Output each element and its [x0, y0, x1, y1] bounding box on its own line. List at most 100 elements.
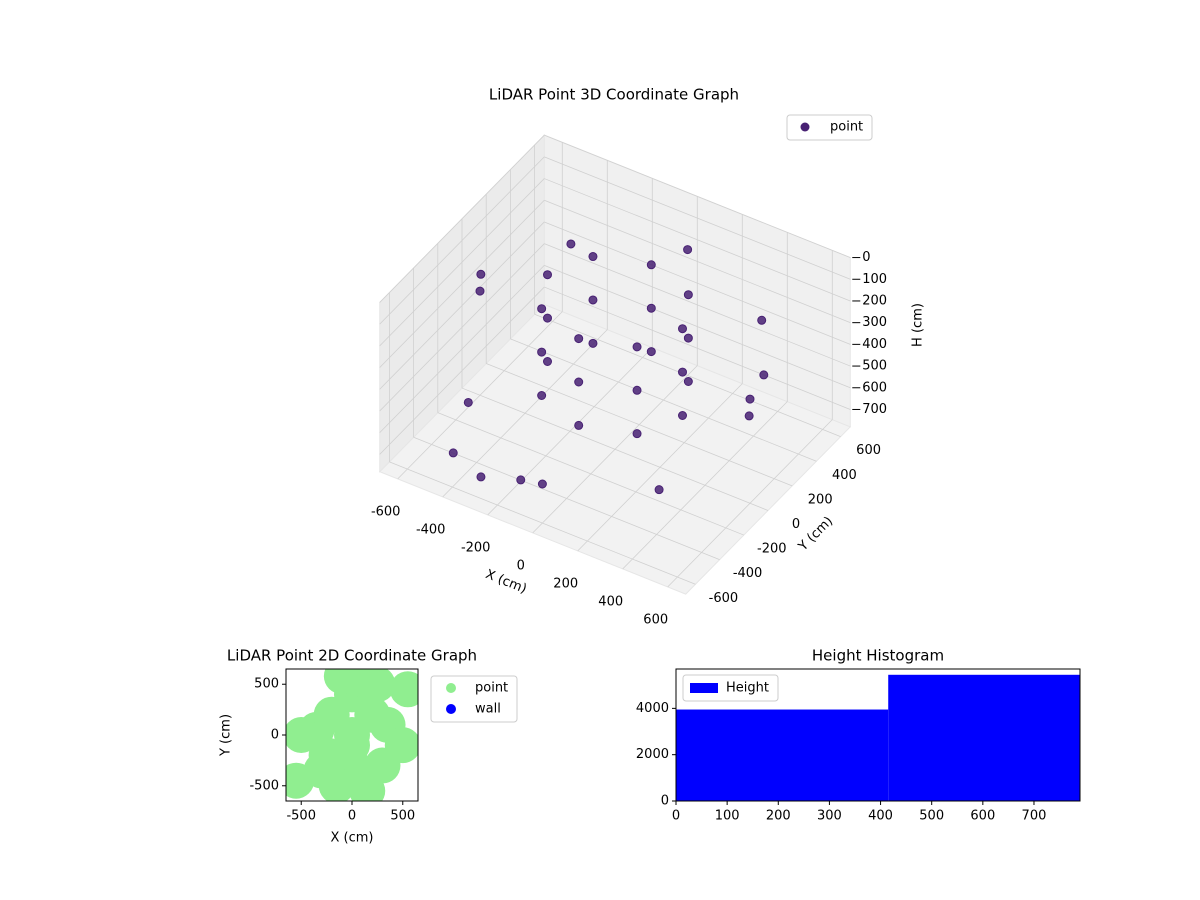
- z-tick-label: 300: [862, 315, 887, 330]
- point: [389, 671, 418, 708]
- legend-label: wall: [475, 702, 501, 717]
- plot-area: [286, 669, 418, 801]
- chart-title: LiDAR Point 2D Coordinate Graph: [227, 647, 477, 665]
- legend-marker: [690, 683, 718, 693]
- point: [476, 269, 486, 279]
- grid-line: [544, 286, 851, 410]
- point: [588, 338, 598, 348]
- legend: [786, 114, 873, 141]
- point: [543, 270, 552, 280]
- z-tick-label: 200: [862, 293, 887, 308]
- x-tick-label: 0: [348, 809, 356, 824]
- grid-line: [379, 199, 545, 368]
- x-tick-label: 100: [715, 809, 740, 824]
- legend: [682, 674, 779, 702]
- point: [318, 767, 355, 801]
- point: [632, 385, 642, 395]
- point: [516, 475, 526, 485]
- z-tick-label: 100: [862, 272, 887, 287]
- point: [384, 727, 418, 764]
- point: [323, 669, 360, 695]
- grid-line: [379, 286, 545, 455]
- point: [588, 295, 598, 305]
- point: [646, 347, 656, 357]
- y-axis-label: Y (cm): [219, 714, 234, 757]
- y-tick-label: 600: [856, 443, 881, 458]
- x-tick-label: 0: [672, 809, 680, 824]
- grid-line: [544, 264, 851, 389]
- grid-line: [413, 436, 720, 561]
- x-tick-label: -500: [286, 809, 316, 824]
- bar: [888, 674, 1080, 801]
- legend-marker: [446, 704, 456, 714]
- grid-line: [510, 338, 817, 462]
- point: [632, 429, 642, 439]
- legend-label: Height: [726, 681, 769, 696]
- grid-line: [437, 412, 744, 536]
- chart-title: Height Histogram: [812, 647, 944, 665]
- z-axis-label: H (cm): [911, 303, 926, 347]
- z-tick-label: 600: [862, 380, 887, 395]
- point: [574, 377, 584, 387]
- point: [683, 245, 693, 255]
- point: [349, 772, 386, 801]
- x-tick-label: 500: [919, 809, 944, 824]
- y-tick-label: 400: [832, 468, 857, 483]
- point: [286, 762, 315, 799]
- grid-line: [379, 156, 545, 325]
- point: [574, 334, 584, 344]
- y-tick-label: 2000: [636, 747, 669, 762]
- grid-line: [544, 156, 851, 280]
- axes-frame: [675, 668, 1081, 802]
- grid-line: [544, 178, 851, 302]
- bar: [676, 709, 889, 801]
- y-tick-label: -500: [249, 778, 279, 793]
- legend-label: point: [475, 681, 508, 696]
- y-tick-label: -600: [709, 591, 739, 606]
- point: [463, 397, 473, 407]
- grid-line: [461, 387, 769, 511]
- x-tick-label: 0: [517, 558, 525, 573]
- point: [654, 485, 664, 495]
- point: [476, 472, 486, 482]
- chart-title: LiDAR Point 3D Coordinate Graph: [489, 86, 739, 104]
- y-tick-label: 0: [792, 517, 800, 532]
- z-tick-label: 700: [862, 402, 887, 417]
- z-tick-label: 400: [862, 337, 887, 352]
- point: [744, 411, 754, 421]
- z-tick-label: 500: [862, 359, 887, 374]
- y-tick-label: 0: [271, 728, 279, 743]
- x-tick-label: 600: [970, 809, 995, 824]
- legend-marker: [446, 683, 456, 693]
- y-tick-label: -400: [733, 566, 763, 581]
- point: [537, 390, 547, 400]
- legend-marker: [800, 122, 810, 132]
- x-tick-label: 400: [868, 809, 893, 824]
- x-tick-label: 700: [1022, 809, 1047, 824]
- point: [678, 411, 687, 420]
- x-tick-label: 300: [817, 809, 842, 824]
- y-tick-label: 0: [661, 794, 669, 809]
- x-tick-label: 500: [390, 809, 415, 824]
- x-tick-label: -200: [461, 540, 491, 555]
- point: [537, 347, 547, 357]
- y-tick-label: 500: [254, 677, 279, 692]
- grid-line: [544, 243, 851, 367]
- point: [683, 377, 693, 387]
- point: [574, 420, 584, 430]
- point: [646, 260, 656, 270]
- point: [448, 448, 458, 458]
- x-tick-label: 200: [553, 576, 578, 591]
- point: [543, 357, 552, 366]
- y-axis-label: Y (cm): [795, 514, 836, 555]
- x-tick-label: -400: [416, 522, 446, 537]
- point: [308, 737, 345, 774]
- point: [537, 304, 547, 314]
- x-tick-label: 200: [766, 809, 791, 824]
- grid-line: [379, 178, 545, 347]
- legend-label: point: [830, 120, 863, 135]
- grid-line: [534, 313, 841, 438]
- x-tick-label: -600: [371, 504, 401, 519]
- point: [678, 367, 687, 377]
